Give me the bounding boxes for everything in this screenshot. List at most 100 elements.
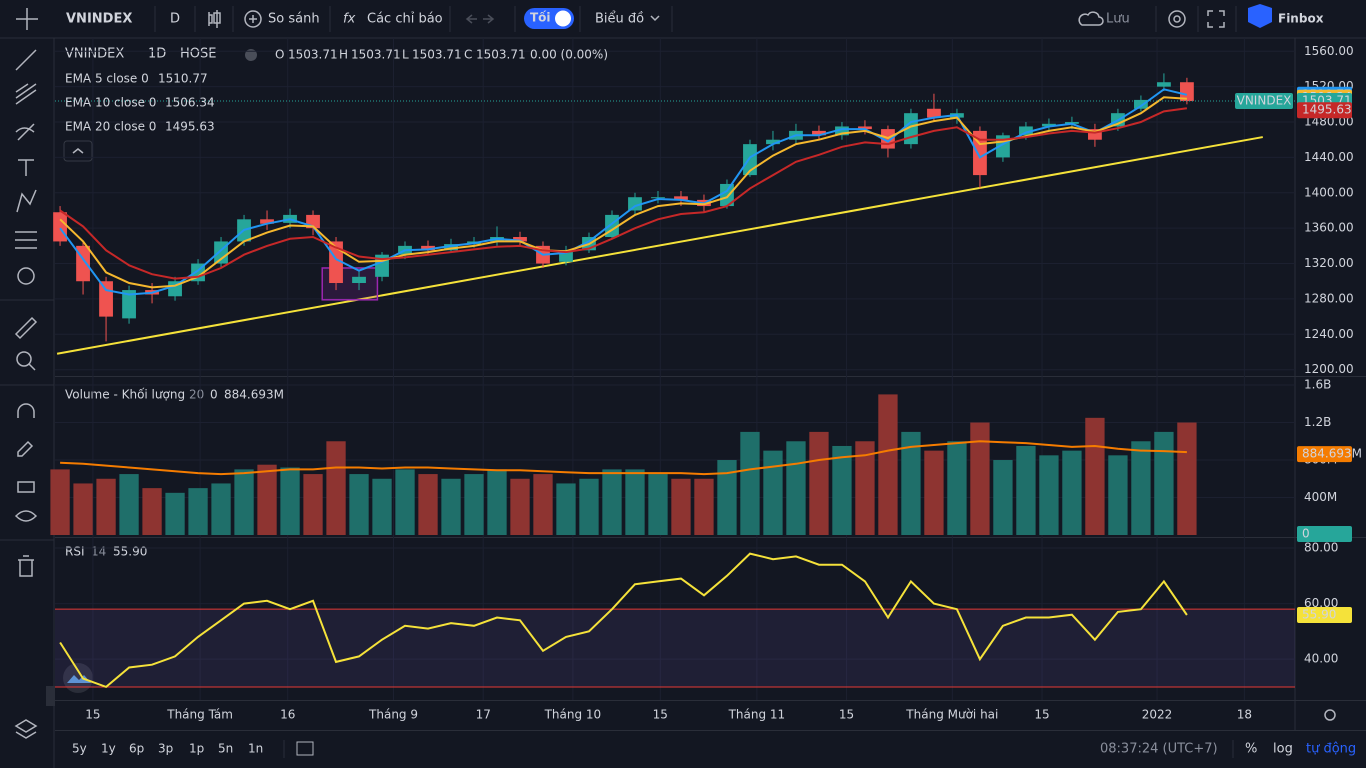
lock-draw-tool[interactable] bbox=[17, 440, 34, 457]
zoom-tool[interactable] bbox=[16, 351, 32, 367]
collapse-chevron bbox=[72, 148, 84, 154]
undo-redo-icons[interactable] bbox=[465, 14, 495, 24]
fx-icon[interactable]: fx bbox=[343, 12, 356, 27]
save[interactable]: Lưu bbox=[1106, 12, 1130, 27]
rsi-legend-title: RSI bbox=[65, 545, 85, 559]
volume-ma-tag-bg bbox=[1297, 446, 1352, 463]
x-tick-label: Tháng Mười hai bbox=[905, 708, 998, 722]
percent-toggle[interactable]: % bbox=[1245, 742, 1257, 757]
fib-tool[interactable] bbox=[15, 83, 37, 105]
volume-legend-current: 0 bbox=[210, 388, 218, 402]
brush-tool[interactable] bbox=[15, 123, 35, 141]
auto-toggle[interactable]: tự động bbox=[1306, 742, 1356, 757]
symbol[interactable]: VNINDEX bbox=[66, 12, 132, 27]
y-tick-label: 80.00 bbox=[1304, 541, 1338, 555]
symbol-tag: VNINDEX bbox=[1237, 94, 1292, 108]
text-tool[interactable] bbox=[18, 159, 34, 176]
brand-logo bbox=[1248, 4, 1272, 28]
range-button[interactable]: 1p bbox=[189, 742, 204, 756]
emoji-tool[interactable] bbox=[17, 267, 35, 285]
volume-current-tag: 0 bbox=[1302, 527, 1310, 541]
y-tick-label: 1400.00 bbox=[1304, 185, 1354, 199]
volume-ma-tag: 884.693M bbox=[1302, 447, 1362, 461]
chart-type[interactable]: Biểu đồ bbox=[595, 12, 644, 27]
candle-body bbox=[53, 212, 67, 242]
date-range-icon[interactable] bbox=[296, 741, 314, 756]
ema20-tag-bg bbox=[1297, 102, 1352, 119]
object-tree[interactable] bbox=[14, 719, 38, 739]
volume-bar bbox=[188, 488, 208, 535]
volume-bar bbox=[280, 467, 300, 535]
volume-bar bbox=[579, 478, 599, 535]
chart-style-icon[interactable] bbox=[208, 10, 221, 28]
compare-icon[interactable] bbox=[244, 10, 262, 28]
crosshair-icon[interactable] bbox=[16, 8, 38, 30]
volume-bar bbox=[96, 478, 116, 535]
range-button[interactable]: 1n bbox=[248, 742, 263, 756]
rsi-legend-value: 55.90 bbox=[113, 545, 147, 559]
settings-icon[interactable] bbox=[1168, 10, 1186, 28]
axis-settings-icon[interactable] bbox=[1324, 709, 1336, 721]
collapse-toolbar[interactable] bbox=[46, 686, 55, 706]
range-button[interactable]: 6p bbox=[129, 742, 144, 756]
prediction-tool[interactable] bbox=[15, 231, 37, 249]
cloud-icon[interactable] bbox=[1078, 11, 1104, 26]
volume-bar bbox=[1154, 431, 1174, 535]
compare[interactable]: So sánh bbox=[268, 12, 320, 27]
delete-tool[interactable] bbox=[18, 555, 34, 577]
collapse-legend-button[interactable] bbox=[63, 140, 93, 162]
volume-bar bbox=[901, 431, 921, 535]
log-toggle[interactable]: log bbox=[1273, 742, 1293, 757]
range-button[interactable]: 1y bbox=[101, 742, 116, 756]
magnet-tool[interactable] bbox=[17, 403, 35, 418]
ohlc-letter: O bbox=[275, 48, 284, 62]
volume-bar bbox=[878, 394, 898, 535]
ema-legend-value: 1506.34 bbox=[165, 96, 215, 110]
range-button[interactable]: 5y bbox=[72, 742, 87, 756]
volume-bar bbox=[257, 464, 277, 535]
theme-toggle-knob bbox=[555, 10, 571, 27]
volume-bar bbox=[947, 441, 967, 535]
candle-body bbox=[1042, 123, 1056, 127]
fullscreen-icon[interactable] bbox=[1207, 10, 1225, 28]
settings-icon-core bbox=[1173, 15, 1181, 23]
trend-tool[interactable] bbox=[15, 49, 37, 71]
symbol-legend: VNINDEX bbox=[65, 47, 124, 62]
volume-bar bbox=[1016, 445, 1036, 535]
volume-bar bbox=[165, 492, 185, 535]
candle-body bbox=[1180, 82, 1194, 102]
volume-bar bbox=[993, 460, 1013, 535]
x-tick-label: 15 bbox=[85, 708, 100, 722]
ema20-tag: 1495.63 bbox=[1302, 103, 1352, 117]
volume-legend-ma: 884.693M bbox=[224, 388, 284, 402]
volume-bar bbox=[924, 450, 944, 535]
symbol-tag-bg bbox=[1235, 93, 1293, 110]
ruler-tool[interactable] bbox=[14, 316, 38, 340]
volume-bar bbox=[763, 450, 783, 535]
pattern-tool[interactable] bbox=[16, 189, 37, 213]
interval[interactable]: D bbox=[170, 12, 180, 27]
volume-bar bbox=[671, 478, 691, 535]
volume-bar bbox=[211, 483, 231, 535]
candle-body bbox=[99, 281, 113, 317]
x-tick-label: 15 bbox=[653, 708, 668, 722]
candle-body bbox=[858, 126, 872, 130]
x-tick-label: Tháng Tám bbox=[166, 708, 233, 722]
visibility-tool[interactable] bbox=[14, 510, 38, 522]
indicators[interactable]: Các chỉ báo bbox=[367, 12, 443, 27]
x-tick-label: 2022 bbox=[1142, 708, 1173, 722]
y-tick-label: 1280.00 bbox=[1304, 291, 1354, 305]
hide-legend-button[interactable] bbox=[245, 49, 257, 61]
lock-tool[interactable] bbox=[17, 481, 35, 493]
volume-legend-period: 20 bbox=[189, 388, 204, 402]
candle-body bbox=[1157, 82, 1171, 87]
volume-bar bbox=[1039, 455, 1059, 535]
volume-bar bbox=[717, 460, 737, 535]
range-button[interactable]: 3p bbox=[158, 742, 173, 756]
volume-bar bbox=[487, 469, 507, 535]
volume-bar bbox=[119, 474, 139, 535]
y-tick-label: 1.6B bbox=[1304, 378, 1331, 392]
range-button[interactable]: 5n bbox=[218, 742, 233, 756]
candle-body bbox=[973, 130, 987, 176]
x-tick-label: 16 bbox=[280, 708, 295, 722]
